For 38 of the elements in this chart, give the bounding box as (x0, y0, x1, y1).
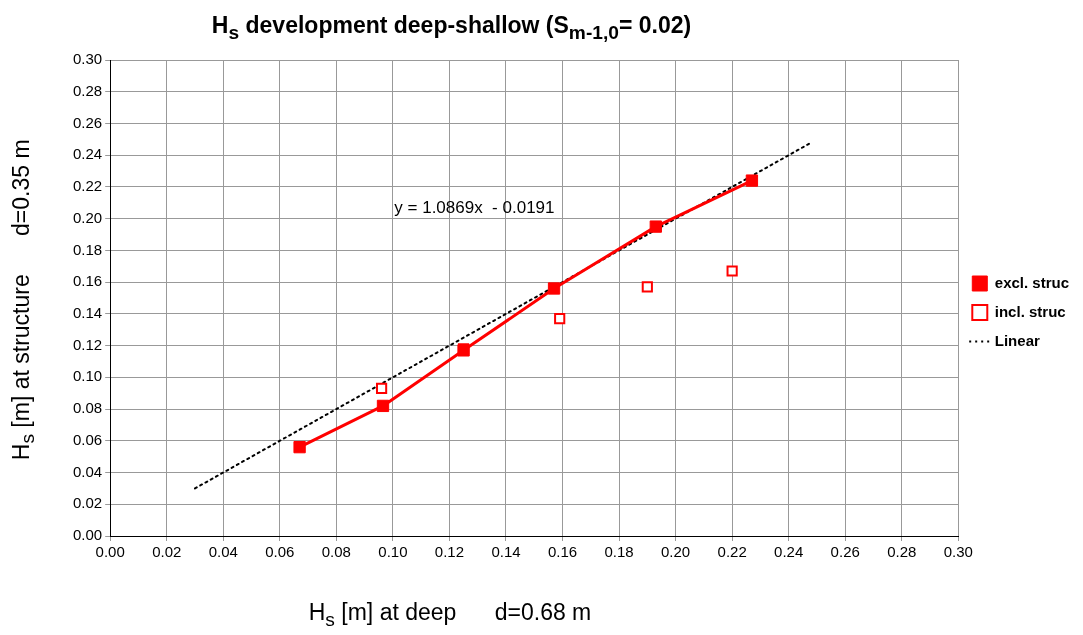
x-tick-label: 0.26 (830, 543, 860, 561)
y-tick-label: 0.14 (72, 304, 103, 322)
y-tick-label: 0.02 (72, 494, 103, 512)
x-tick-label: 0.22 (717, 543, 747, 561)
y-tick-label: 0.24 (72, 145, 103, 163)
x-tick-label: 0.10 (378, 543, 408, 561)
chart-title: H$_{s}$ development deep-shallow (S$_{m-1,0}$= 0.02) (210, 12, 693, 44)
x-tick-label: 0.20 (660, 543, 691, 561)
x-tick-label: 0.24 (774, 543, 804, 561)
x-tick-label: 0.14 (491, 543, 521, 561)
y-tick-label: 0.08 (72, 399, 103, 417)
x-axis-title: H$_{s}$ [m] at deep d=0.68 m (307, 599, 593, 631)
x-tick-label: 0.18 (604, 543, 634, 561)
y-tick-label: 0.10 (72, 367, 103, 385)
annotation: y = 1.0869x - 0.0191 (394, 198, 555, 218)
y-tick-label: 0.04 (72, 462, 103, 480)
x-tick-label: 0.28 (887, 543, 917, 561)
y-tick-label: 0.16 (72, 272, 103, 290)
x-tick-label: 0.12 (434, 543, 465, 561)
x-tick-label: 0.06 (265, 543, 295, 561)
y-tick-label: 0.26 (72, 113, 103, 131)
legend-label: incl. struc (994, 302, 1066, 320)
x-tick-label: 0.16 (547, 543, 578, 561)
y-tick-label: 0.06 (72, 430, 103, 448)
x-tick-label: 0.04 (208, 543, 238, 561)
y-tick-label: 0.30 (72, 50, 103, 68)
y-tick-label: 0.12 (72, 335, 103, 353)
x-tick-label: 0.08 (321, 543, 351, 561)
y-tick-label: 0.18 (72, 240, 103, 258)
y-tick-label: 0.28 (72, 81, 103, 99)
legend-label: excl. struc (994, 273, 1070, 291)
y-tick-label: 0.20 (72, 208, 103, 226)
x-tick-label: 0.00 (95, 543, 125, 561)
y-tick-label: 0.00 (72, 526, 103, 544)
x-tick-label: 0.02 (152, 543, 182, 561)
x-tick-label: 0.30 (943, 543, 973, 561)
legend-label: Linear (994, 331, 1040, 349)
y-tick-label: 0.22 (72, 177, 103, 195)
